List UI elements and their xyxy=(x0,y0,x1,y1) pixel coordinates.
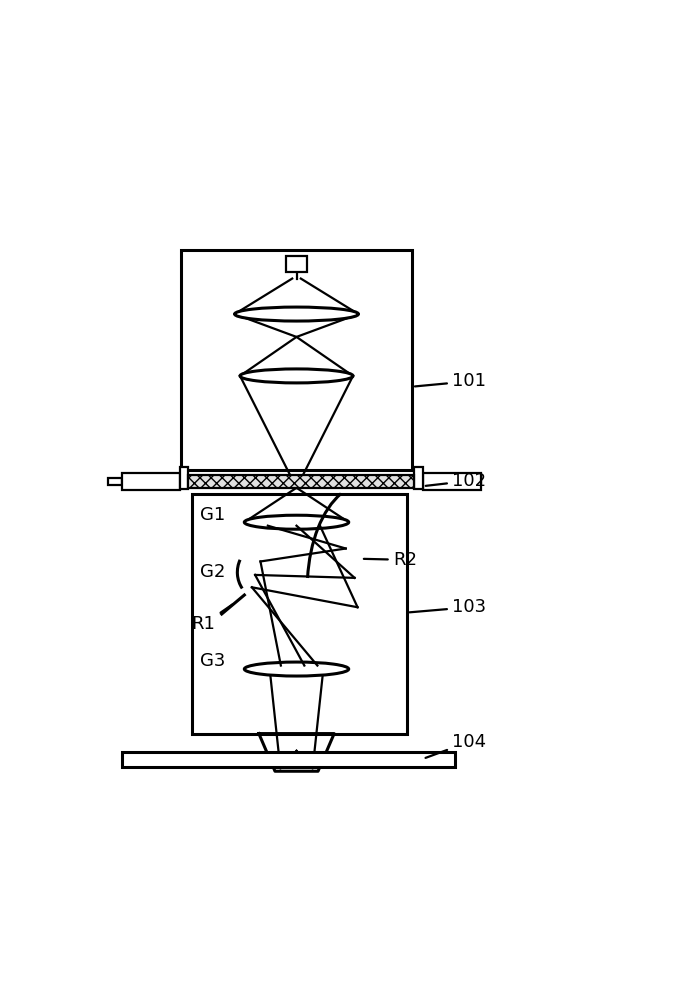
Bar xyxy=(188,475,414,488)
Text: R1: R1 xyxy=(192,604,232,633)
Text: 101: 101 xyxy=(415,372,486,390)
Text: 102: 102 xyxy=(425,472,486,490)
Text: 104: 104 xyxy=(425,733,486,758)
Bar xyxy=(121,473,180,490)
Bar xyxy=(437,478,481,485)
Text: 103: 103 xyxy=(409,598,486,616)
Ellipse shape xyxy=(244,662,348,676)
Text: G3: G3 xyxy=(200,652,225,670)
Text: G1: G1 xyxy=(200,506,225,524)
Bar xyxy=(108,478,121,485)
Bar xyxy=(192,494,407,734)
Ellipse shape xyxy=(235,307,358,321)
Bar xyxy=(423,473,481,490)
Text: G2: G2 xyxy=(200,563,225,581)
Text: R2: R2 xyxy=(364,551,417,569)
Ellipse shape xyxy=(240,369,353,383)
Bar xyxy=(180,467,188,489)
Bar xyxy=(287,256,307,272)
Bar xyxy=(414,467,423,489)
Ellipse shape xyxy=(244,515,348,529)
Bar xyxy=(181,250,412,470)
Bar xyxy=(121,752,455,767)
